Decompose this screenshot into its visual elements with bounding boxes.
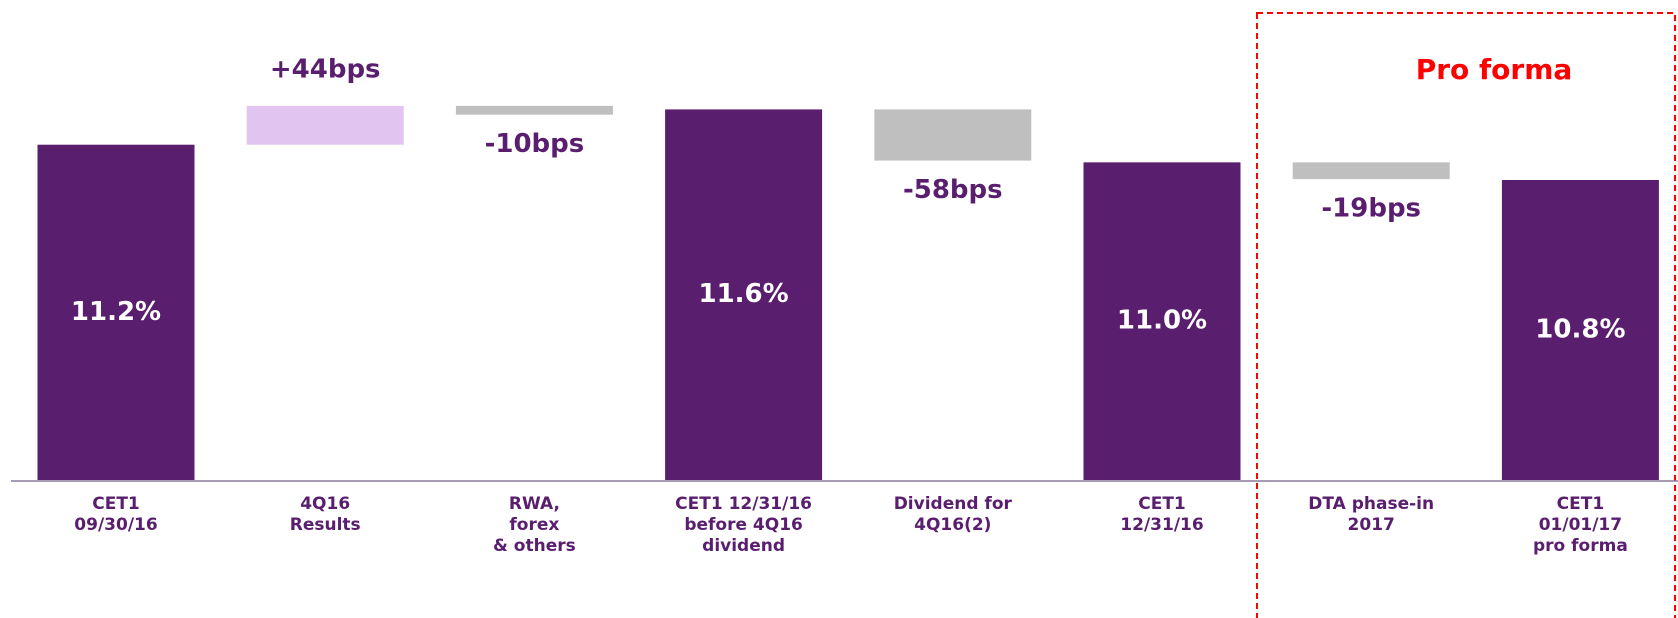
- x-tick-label-line: DTA phase-in: [1308, 494, 1434, 514]
- x-tick-label-line: RWA,: [509, 494, 560, 514]
- bar: [455, 105, 613, 115]
- x-tick-label: RWA, forex & others: [493, 494, 576, 556]
- x-tick-label-line: 09/30/16: [74, 515, 157, 535]
- value-label: -58bps: [903, 175, 1003, 205]
- value-label: 11.2%: [71, 297, 161, 327]
- x-tick-label-line: 4Q16(2): [914, 515, 991, 535]
- value-label: 11.6%: [698, 279, 788, 309]
- x-tick-label-line: CET1: [1557, 494, 1605, 514]
- pro-forma-box: [1256, 12, 1676, 618]
- bar: [874, 109, 1032, 161]
- x-tick-label-line: 12/31/16: [1120, 515, 1203, 535]
- x-tick-label: CET1 09/30/16: [74, 494, 157, 535]
- bar: [1292, 162, 1450, 180]
- value-label: -10bps: [485, 129, 585, 159]
- annotation: Pro forma: [1416, 53, 1573, 86]
- x-tick-label-line: Results: [290, 515, 361, 535]
- x-tick-label: CET1 12/31/16: [1120, 494, 1203, 535]
- x-tick-label-line: dividend: [702, 536, 785, 556]
- x-tick-label-line: pro forma: [1533, 536, 1628, 556]
- x-tick-label-line: Dividend for: [894, 494, 1013, 514]
- value-label: 11.0%: [1117, 306, 1207, 336]
- value-label: +44bps: [270, 54, 381, 84]
- bar: [665, 109, 823, 480]
- x-tick-label: DTA phase-in 2017: [1308, 494, 1434, 535]
- bar: [1083, 162, 1241, 480]
- x-tick-label-line: 01/01/17: [1539, 515, 1622, 535]
- value-label: -19bps: [1321, 194, 1421, 224]
- x-tick-label-line: 4Q16: [300, 494, 350, 514]
- x-tick-label-line: 2017: [1348, 515, 1395, 535]
- x-tick-label-line: CET1: [92, 494, 140, 514]
- x-tick-label-line: CET1 12/31/16: [675, 494, 812, 514]
- x-tick-label-line: & others: [493, 536, 576, 556]
- value-label: 10.8%: [1535, 315, 1625, 345]
- bar: [37, 144, 195, 481]
- x-tick-label: 4Q16 Results: [290, 494, 361, 535]
- bar: [246, 105, 404, 145]
- bar: [1501, 180, 1659, 480]
- x-tick-label: CET1 01/01/17 pro forma: [1533, 494, 1628, 556]
- x-tick-label-line: before 4Q16: [684, 515, 803, 535]
- x-tick-label-line: CET1: [1138, 494, 1186, 514]
- x-tick-label-line: forex: [509, 515, 559, 535]
- x-tick-label: Dividend for 4Q16(2): [894, 494, 1013, 535]
- x-tick-label: CET1 12/31/16 before 4Q16 dividend: [675, 494, 812, 556]
